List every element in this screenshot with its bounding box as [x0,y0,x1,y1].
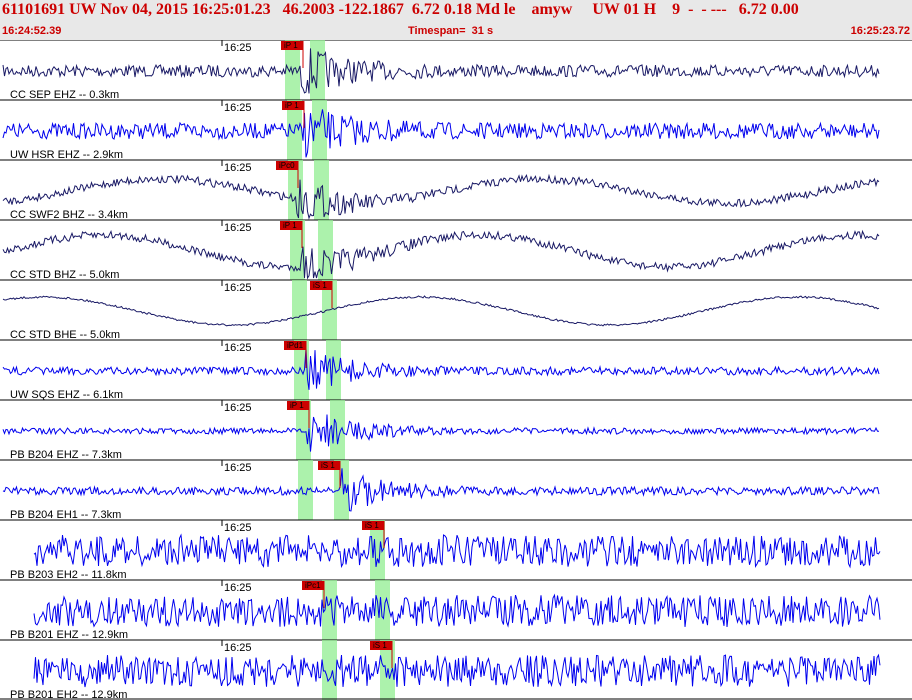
phase-pick-label: iPd1 [287,341,304,350]
trace-row[interactable]: 16:25 iP 1 CC STD BHZ -- 5.0km [0,219,912,281]
seismogram-panel[interactable]: 16:25 iP 1 CC SEP EHZ -- 0.3km 16:25 iP 1 UW … [0,40,912,700]
pick-window [330,400,345,460]
time-mark-label: 16:25 [224,282,252,294]
time-mark-label: 16:25 [224,402,252,414]
trace-row[interactable]: 16:25 iS 1 PB B201 EH2 -- 12.9km [0,639,912,700]
station-label: UW HSR EHZ -- 2.9km [10,149,123,161]
station-label: PB B204 EHZ -- 7.3km [10,449,122,461]
trace-row[interactable]: 16:25 iPc0 CC SWF2 BHZ -- 3.4km [0,159,912,221]
pick-window [326,340,341,400]
phase-pick-label: iPc1 [305,581,321,590]
phase-pick-label: iPc0 [279,161,295,170]
phase-pick-marker[interactable] [318,461,340,470]
event-summary-title: 61101691 UW Nov 04, 2015 16:25:01.23 46.… [2,1,799,18]
pick-window [318,220,333,280]
station-label: CC SEP EHZ -- 0.3km [10,89,119,101]
trace-row[interactable]: 16:25 iS 1 CC STD BHE -- 5.0km [0,279,912,341]
waveform [33,653,881,688]
station-label: PB B204 EH1 -- 7.3km [10,509,121,521]
time-mark-label: 16:25 [224,522,252,534]
phase-pick-marker[interactable] [276,161,298,170]
phase-pick-label: iP 1 [284,41,298,50]
phase-pick-marker[interactable] [282,101,304,110]
time-mark-label: 16:25 [224,102,252,114]
trace-row[interactable]: 16:25 iS 1 PB B204 EH1 -- 7.3km [0,459,912,521]
start-time: 16:24:52.39 [2,25,62,37]
event-header: 61101691 UW Nov 04, 2015 16:25:01.23 46.… [0,0,912,40]
waveform [2,48,880,94]
station-label: UW SQS EHZ -- 6.1km [10,389,123,401]
time-mark-label: 16:25 [224,642,252,654]
pick-window [334,460,349,520]
pick-window [298,460,313,520]
trace-row[interactable]: 16:25 iS 1 PB B203 EH2 -- 11.8km [0,519,912,581]
time-mark-label: 16:25 [224,462,252,474]
phase-pick-label: iS 1 [313,281,327,290]
waveform [2,414,879,452]
station-label: PB B201 EH2 -- 12.9km [10,689,127,700]
waveform [2,295,880,327]
station-label: PB B203 EH2 -- 11.8km [10,569,127,581]
phase-pick-marker[interactable] [287,401,309,410]
time-mark-label: 16:25 [224,42,252,54]
pick-window [292,280,307,340]
pick-window [370,520,385,580]
waveform [2,348,880,390]
phase-pick-label: iP 1 [290,401,304,410]
phase-pick-label: iS 1 [321,461,335,470]
waveform [33,533,881,569]
station-label: CC STD BHE -- 5.0km [10,329,120,341]
waveform [2,229,880,280]
pick-window [375,580,390,640]
time-mark-label: 16:25 [224,222,252,234]
station-label: CC STD BHZ -- 5.0km [10,269,119,281]
trace-row[interactable]: 16:25 iP 1 CC SEP EHZ -- 0.3km [0,40,912,101]
phase-pick-marker[interactable] [280,221,302,230]
trace-row[interactable]: 16:25 iPc1 PB B201 EHZ -- 12.9km [0,579,912,641]
phase-pick-marker[interactable] [281,41,303,50]
waveform [2,173,880,220]
station-label: PB B201 EHZ -- 12.9km [10,629,128,641]
end-time: 16:25:23.72 [850,25,910,37]
phase-pick-marker[interactable] [310,281,332,290]
phase-pick-label: iP 1 [285,101,299,110]
phase-pick-marker[interactable] [370,641,392,650]
trace-row[interactable]: 16:25 iPd1 UW SQS EHZ -- 6.1km [0,339,912,401]
phase-pick-label: iP 1 [283,221,297,230]
pick-window [314,160,329,220]
time-mark-label: 16:25 [224,162,252,174]
time-mark-label: 16:25 [224,342,252,354]
pick-window [322,640,337,700]
pick-window [296,400,311,460]
pick-window [322,580,337,640]
time-mark-label: 16:25 [224,582,252,594]
phase-pick-marker[interactable] [362,521,384,530]
timespan-readout: Timespan= 31 s [408,25,494,37]
waveform [2,468,880,512]
phase-pick-marker[interactable] [284,341,306,350]
station-label: CC SWF2 BHZ -- 3.4km [10,209,128,221]
waveform [33,593,881,628]
phase-pick-marker[interactable] [302,581,324,590]
waveform [2,109,880,158]
trace-row[interactable]: 16:25 iP 1 UW HSR EHZ -- 2.9km [0,99,912,161]
phase-pick-label: iS 1 [373,641,387,650]
trace-row[interactable]: 16:25 iP 1 PB B204 EHZ -- 7.3km [0,399,912,461]
pick-window [285,40,300,100]
phase-pick-label: iS 1 [365,521,379,530]
pick-window [290,220,305,280]
